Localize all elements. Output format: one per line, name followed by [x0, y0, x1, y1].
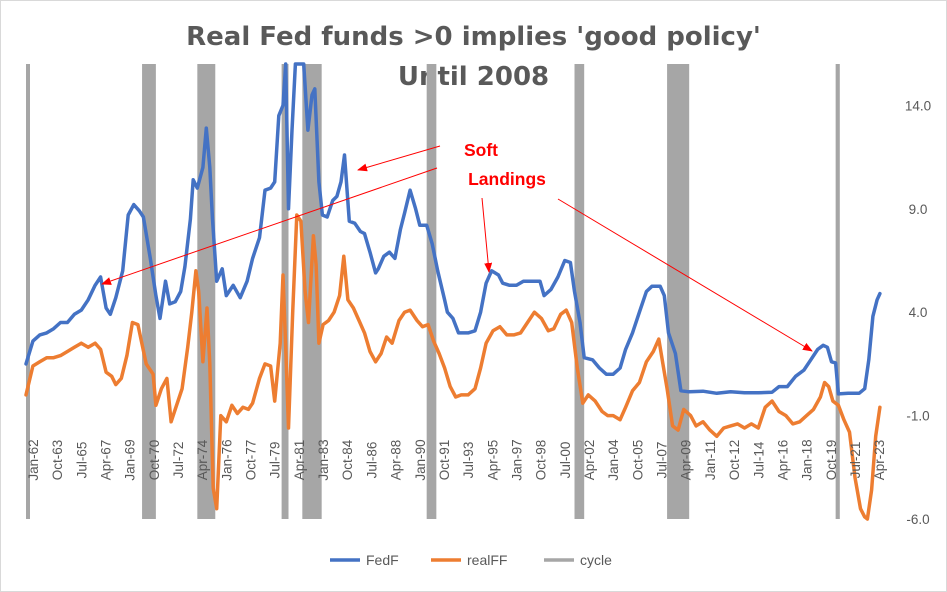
cycle-band [426, 64, 437, 519]
arrow-to-2019 [557, 198, 813, 352]
x-tick-label: Apr-23 [872, 440, 887, 481]
cycle-band [835, 64, 840, 519]
y-tick-label: -6.0 [906, 512, 929, 527]
x-tick-label: Jul-79 [268, 442, 283, 479]
x-tick-label: Jan-18 [800, 439, 815, 480]
x-tick-label: Jul-14 [751, 441, 766, 478]
x-tick-label: Oct-19 [824, 440, 839, 481]
y-axis-ticks: 14.0 9.0 4.0 -1.0 -6.0 [905, 98, 931, 527]
x-tick-label: Apr-88 [389, 440, 404, 481]
x-tick-label: Oct-98 [534, 440, 549, 481]
x-tick-label: Apr-67 [98, 440, 113, 481]
x-tick-label: Jan-04 [606, 439, 621, 481]
x-tick-label: Apr-16 [775, 440, 790, 481]
cycle-band [574, 64, 585, 519]
soft-landings-annotation: Soft Landings [101, 140, 813, 352]
x-tick-label: Jul-00 [558, 442, 573, 479]
x-tick-label: Jul-86 [364, 442, 379, 479]
x-tick-label: Jan-62 [26, 439, 41, 480]
x-tick-label: Apr-95 [485, 440, 500, 481]
x-tick-label: Jul-65 [74, 442, 89, 479]
legend-label-cycle: cycle [580, 552, 612, 568]
x-tick-label: Jan-11 [703, 440, 718, 480]
cycle-band [26, 64, 30, 519]
arrow-to-1966 [101, 167, 438, 285]
legend-label-fedf: FedF [366, 552, 399, 568]
series-line-realff [24, 213, 882, 521]
x-tick-label: Apr-09 [679, 440, 694, 481]
x-tick-label: Apr-74 [195, 439, 210, 480]
x-tick-label: Jan-69 [123, 439, 138, 480]
x-tick-label: Jul-07 [655, 442, 670, 479]
chart-subtitle: Until 2008 [397, 62, 550, 92]
x-tick-label: Oct-77 [244, 440, 259, 481]
x-tick-label: Jul-21 [848, 442, 863, 479]
x-tick-label: Jul-72 [171, 442, 186, 479]
x-tick-label: Jan-97 [510, 439, 525, 480]
cycle-band [142, 64, 156, 519]
x-tick-label: Apr-81 [292, 440, 307, 481]
y-tick-label: 14.0 [905, 98, 931, 113]
x-tick-label: Oct-05 [630, 440, 645, 481]
arrow-to-1984 [357, 145, 441, 172]
y-tick-label: 9.0 [909, 202, 928, 217]
legend: FedF realFF cycle [330, 552, 612, 568]
x-tick-label: Oct-63 [50, 440, 65, 481]
annotation-soft: Soft [464, 140, 498, 160]
x-tick-label: Oct-70 [147, 440, 162, 481]
legend-label-realff: realFF [467, 552, 507, 568]
x-tick-label: Oct-12 [727, 440, 742, 481]
x-tick-label: Oct-91 [437, 440, 452, 481]
x-tick-label: Jul-93 [461, 442, 476, 479]
y-tick-label: -1.0 [906, 409, 929, 424]
x-tick-label: Jan-76 [219, 439, 234, 480]
annotation-landings: Landings [468, 169, 546, 189]
series-line-fedf [24, 62, 882, 396]
x-tick-label: Apr-02 [582, 440, 597, 481]
chart-title: Real Fed funds >0 implies 'good policy' [186, 22, 761, 52]
x-axis-ticks: Jan-62 Oct-63 Jul-65 Apr-67 Jan-69 Oct-70 Jul-… [26, 439, 887, 481]
cycle-band [667, 64, 690, 519]
arrow-to-1994 [481, 197, 493, 273]
series-lines [24, 62, 882, 521]
x-tick-label: Oct-84 [340, 439, 355, 480]
y-tick-label: 4.0 [909, 305, 928, 320]
x-tick-label: Jan-90 [413, 439, 428, 480]
x-tick-label: Jan-83 [316, 439, 331, 480]
